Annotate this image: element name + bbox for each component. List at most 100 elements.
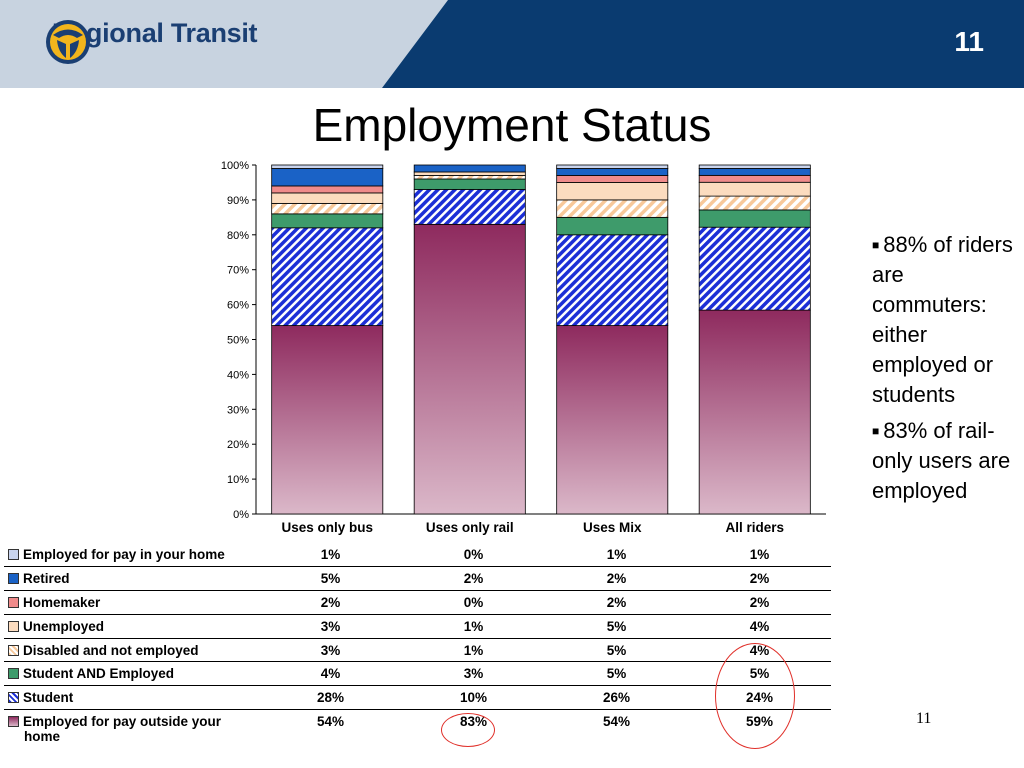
slide-number: 11 [954,26,984,57]
bar-segment [556,325,669,515]
stacked-bar-chart: 0% 10% 20% 30% 40% 50% 60% 70% 80% 90% 100% Uses on… [221,160,826,535]
table-row: Retired 5% 2% 2% 2% [4,566,831,592]
bar-segment [271,192,384,204]
bar-segment [413,164,526,173]
bar-segment [271,185,384,194]
table-cell: 1% [259,543,402,568]
legend-swatch [8,597,19,609]
table-cell: 54% [316,714,345,730]
bar-segment [556,234,669,326]
bullet-text: 88% of riders are commuters: either empl… [872,232,1013,407]
table-cell: 3% [402,661,545,687]
bar-segment [413,223,526,515]
bar-segment [556,216,669,236]
page-title: Employment Status [312,99,712,151]
bar-segment [698,226,811,311]
square-bullet-icon: ■ [872,238,880,252]
bar-segment [698,164,811,169]
legend-label: Unemployed [4,614,259,639]
bar-segment [556,199,669,218]
y-tick-label: 50% [227,335,249,347]
table-row: Disabled and not employed 3% 1% 5% 4% [4,638,831,663]
bar-segment [556,175,669,183]
table-cell: 2% [545,590,688,615]
y-tick-label: 20% [227,439,249,451]
table-cell: 2% [402,566,545,592]
table-row: Unemployed 3% 1% 5% 4% [4,614,831,639]
table-cell: 1% [545,543,688,568]
legend-label: Student AND Employed [4,661,259,687]
highlight-circle [715,643,795,749]
table-cell: 5% [545,638,688,663]
y-tick-label: 10% [227,474,249,486]
table-cell: 2% [545,566,688,592]
highlight-circle [441,713,495,747]
slide-header: Regional Transit 11 [0,0,1024,88]
legend-swatch [8,716,19,728]
legend-label: Homemaker [4,590,259,615]
table-cell: 3% [259,614,402,639]
bar-segment [271,227,384,326]
y-tick-label: 100% [221,160,249,172]
x-tick-label: Uses only rail [426,520,514,535]
table-cell: 10% [402,685,545,711]
bar-segment [698,174,811,183]
table-cell: 4% [259,661,402,687]
table-row: Employed for pay outside your home 54% 83% 5… [4,710,831,744]
bar-segment [556,182,669,201]
y-tick-label: 60% [227,300,249,312]
table-cell: 5% [259,566,402,592]
bullet-text: 83% of rail-only users are employed [872,418,1011,503]
bullet-list: ■ 88% of riders are commuters: either emp… [872,230,1022,512]
bar-segment [413,178,526,190]
bar-segment [556,164,669,169]
bar-segment [698,195,811,211]
table-cell: 26% [545,685,688,711]
transit-logo-icon [46,20,90,64]
bar-segment [556,168,669,176]
legend-swatch [8,692,19,704]
table-cell: 54% [602,714,631,730]
table-cell: 1% [402,614,545,639]
y-tick-label: 0% [233,509,249,521]
table-row: Student AND Employed 4% 3% 5% 5% [4,661,831,687]
footer-page-number: 11 [916,710,932,727]
bar-segment [271,168,384,187]
table-cell: 0% [402,590,545,615]
data-table: Employed for pay in your home 1% 0% 1% 1% Ret… [4,543,831,744]
legend-swatch [8,644,19,656]
legend-swatch [8,573,19,585]
bar-segment [413,189,526,225]
bar-segment [413,171,526,176]
bullet-item: ■ 83% of rail-only users are employed [872,416,1022,506]
table-cell: 5% [545,661,688,687]
table-cell: 4% [688,614,831,639]
bar-segment [698,209,811,228]
table-row: Student 28% 10% 26% 24% [4,685,831,711]
y-tick-label: 80% [227,230,249,242]
x-tick-label: Uses only bus [281,520,373,535]
table-row: Employed for pay in your home 1% 0% 1% 1% [4,543,831,568]
legend-swatch [8,668,19,680]
bar-segment [271,213,384,229]
table-cell: 0% [402,543,545,568]
y-tick-label: 40% [227,369,249,381]
legend-label: Employed for pay in your home [4,543,259,568]
y-tick-label: 30% [227,404,249,416]
bullet-item: ■ 88% of riders are commuters: either emp… [872,230,1022,410]
bar-segment [271,202,384,215]
legend-swatch [8,549,19,560]
legend-label: Retired [4,566,259,592]
legend-label: Disabled and not employed [4,638,259,663]
header-background [0,0,1024,88]
square-bullet-icon: ■ [872,424,880,438]
table-cell: 1% [688,543,831,568]
y-tick-label: 70% [227,265,249,277]
table-cell: 2% [688,566,831,592]
x-tick-label: Uses Mix [583,520,642,535]
bar-segment [413,175,526,180]
bar-segment [698,168,811,176]
table-cell: 5% [545,614,688,639]
table-cell: 2% [259,590,402,615]
y-tick-label: 90% [227,195,249,207]
